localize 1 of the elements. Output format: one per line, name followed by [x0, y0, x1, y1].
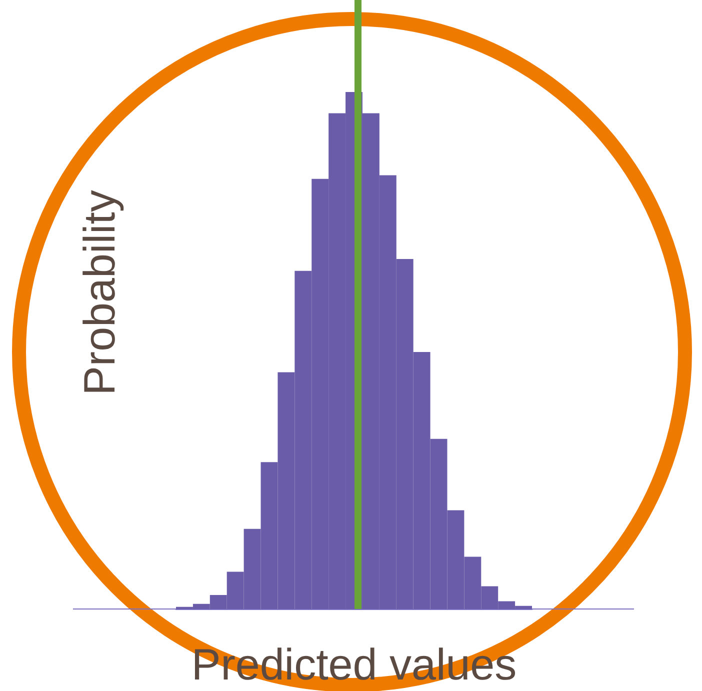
y-axis-title: Probability	[76, 190, 124, 396]
